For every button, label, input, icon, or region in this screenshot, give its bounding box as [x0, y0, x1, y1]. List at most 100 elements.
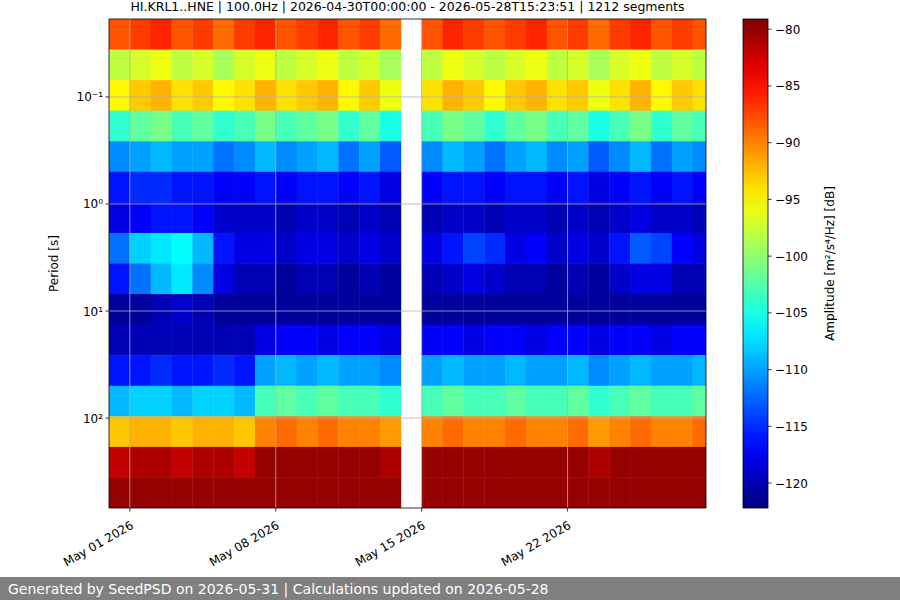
- grid-line: [109, 418, 706, 419]
- cell: [192, 416, 213, 447]
- cell: [443, 111, 464, 142]
- cell: [547, 111, 568, 142]
- cell: [651, 172, 672, 203]
- cell: [276, 141, 297, 172]
- cell: [359, 233, 380, 264]
- cell: [359, 263, 380, 294]
- cell: [380, 80, 401, 111]
- cell: [526, 202, 547, 233]
- cell: [422, 447, 443, 478]
- cell: [484, 477, 505, 508]
- cell: [463, 80, 484, 111]
- cell: [609, 233, 630, 264]
- cell: [526, 141, 547, 172]
- cell: [609, 447, 630, 478]
- cell: [359, 50, 380, 81]
- cell: [276, 447, 297, 478]
- cell: [505, 202, 526, 233]
- cell: [317, 80, 338, 111]
- cell: [630, 111, 651, 142]
- cell: [443, 477, 464, 508]
- cell: [276, 172, 297, 203]
- cell: [588, 386, 609, 417]
- cell: [151, 233, 172, 264]
- cell: [192, 172, 213, 203]
- cell: [526, 263, 547, 294]
- cell: [255, 355, 276, 386]
- cell: [588, 477, 609, 508]
- cell: [172, 263, 193, 294]
- x-tick: [129, 508, 130, 512]
- cell: [463, 202, 484, 233]
- cell: [297, 386, 318, 417]
- cell: [547, 233, 568, 264]
- cell: [693, 447, 706, 478]
- grid-line: [275, 19, 276, 508]
- cell: [672, 477, 693, 508]
- cell: [151, 263, 172, 294]
- cell: [672, 447, 693, 478]
- cell: [109, 325, 130, 356]
- cell: [526, 355, 547, 386]
- cell: [547, 141, 568, 172]
- cell: [317, 19, 338, 50]
- cell: [443, 50, 464, 81]
- cell: [380, 19, 401, 50]
- cell: [151, 141, 172, 172]
- cell: [380, 355, 401, 386]
- cell: [172, 325, 193, 356]
- cell: [317, 416, 338, 447]
- cell: [422, 294, 443, 325]
- colorbar-tick-label: −120: [775, 477, 808, 491]
- cell: [172, 141, 193, 172]
- cell: [317, 233, 338, 264]
- cell: [630, 202, 651, 233]
- cell: [380, 447, 401, 478]
- cell: [359, 19, 380, 50]
- cell: [109, 50, 130, 81]
- colorbar-tick: [768, 142, 772, 143]
- cell: [609, 416, 630, 447]
- cell: [651, 416, 672, 447]
- cell: [484, 172, 505, 203]
- cell: [630, 50, 651, 81]
- cell: [443, 172, 464, 203]
- cell: [172, 477, 193, 508]
- cell: [484, 325, 505, 356]
- cell: [568, 19, 589, 50]
- y-tick: [106, 203, 110, 204]
- cell: [505, 19, 526, 50]
- cell: [630, 386, 651, 417]
- colorbar-tick-label: −110: [775, 363, 808, 377]
- cell: [297, 172, 318, 203]
- colorbar-tick-label: −90: [775, 136, 800, 150]
- cell: [693, 263, 706, 294]
- cell: [651, 263, 672, 294]
- colorbar-tick: [768, 199, 772, 200]
- cell: [505, 447, 526, 478]
- cell: [192, 141, 213, 172]
- cell: [192, 202, 213, 233]
- cell: [255, 50, 276, 81]
- cell: [130, 80, 151, 111]
- cell: [380, 477, 401, 508]
- cell: [547, 294, 568, 325]
- cell: [255, 447, 276, 478]
- cell: [422, 386, 443, 417]
- cell: [588, 263, 609, 294]
- cell: [588, 233, 609, 264]
- cell: [151, 202, 172, 233]
- cell: [172, 202, 193, 233]
- cell: [588, 50, 609, 81]
- cell: [255, 325, 276, 356]
- cell: [297, 19, 318, 50]
- cell: [151, 416, 172, 447]
- cell: [422, 202, 443, 233]
- cell: [526, 386, 547, 417]
- cell: [359, 202, 380, 233]
- cell: [297, 447, 318, 478]
- cell: [547, 202, 568, 233]
- cell: [484, 202, 505, 233]
- cell: [109, 355, 130, 386]
- cell: [276, 80, 297, 111]
